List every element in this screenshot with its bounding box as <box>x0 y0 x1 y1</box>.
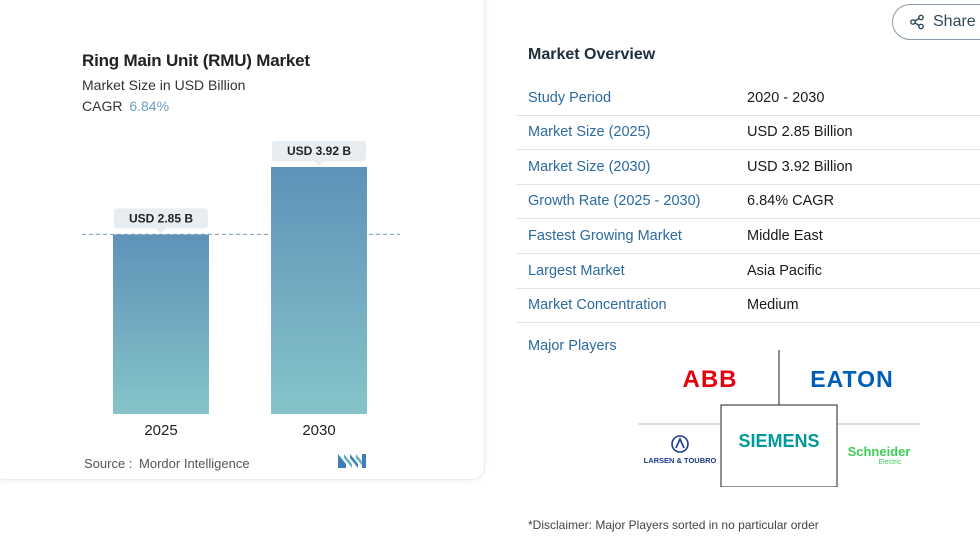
bar-2025 <box>113 234 209 414</box>
overview-row-market-concentration: Market Concentration Medium <box>516 289 980 323</box>
overview-label[interactable]: Study Period <box>528 90 612 106</box>
overview-row-study-period: Study Period 2020 - 2030 <box>516 82 980 116</box>
overview-label[interactable]: Fastest Growing Market <box>528 228 682 244</box>
lt-logo-text: LARSEN & TOUBRO <box>644 456 717 465</box>
overview-row-fastest-growing: Fastest Growing Market Middle East <box>516 220 980 254</box>
cagr-label: CAGR <box>82 98 123 114</box>
chart-subtitle: Market Size in USD Billion <box>82 77 246 93</box>
overview-label[interactable]: Market Concentration <box>528 297 667 313</box>
schneider-logo-text: Schneider <box>848 444 911 459</box>
larsen-toubro-logo: LARSEN & TOUBRO <box>644 435 717 465</box>
market-overview-title: Market Overview <box>528 46 656 63</box>
share-icon <box>910 14 924 30</box>
chart-card <box>0 0 485 480</box>
bar-chart: USD 2.85 B 2025 USD 3.92 B 2030 <box>82 141 400 439</box>
share-label: Share <box>933 13 976 30</box>
cagr-value: 6.84% <box>129 98 170 114</box>
abb-logo: ABB <box>683 366 738 393</box>
overview-value: Asia Pacific <box>747 263 822 279</box>
data-label-bg <box>114 208 208 229</box>
source-name: Mordor Intelligence <box>139 456 250 471</box>
overview-row-growth-rate: Growth Rate (2025 - 2030) 6.84% CAGR <box>516 185 980 219</box>
overview-label[interactable]: Largest Market <box>528 263 625 279</box>
schneider-sub-text: Electric <box>879 459 902 466</box>
data-label: USD 2.85 B <box>129 211 193 225</box>
overview-label[interactable]: Market Size (2030) <box>528 159 651 175</box>
overview-value: Middle East <box>747 228 823 244</box>
mordor-intelligence-logo <box>338 454 366 468</box>
overview-value: 2020 - 2030 <box>747 90 825 106</box>
bar-2030 <box>271 167 367 414</box>
overview-label[interactable]: Growth Rate (2025 - 2030) <box>528 193 701 209</box>
overview-value: USD 3.92 Billion <box>747 159 853 175</box>
overview-value: Medium <box>747 297 799 313</box>
overview-label[interactable]: Market Size (2025) <box>528 124 651 140</box>
chart-source: Source : Mordor Intelligence <box>84 456 250 471</box>
data-label: USD 3.92 B <box>287 144 351 158</box>
eaton-logo: EATON <box>810 366 893 392</box>
source-label: Source : <box>84 456 133 471</box>
major-players-label[interactable]: Major Players <box>528 338 617 354</box>
data-label-pointer <box>314 161 324 166</box>
disclaimer: *Disclaimer: Major Players sorted in no … <box>528 518 819 532</box>
data-label-pointer <box>156 228 166 234</box>
chart-title: Ring Main Unit (RMU) Market <box>82 51 310 70</box>
chart-cagr: CAGR 6.84% <box>82 98 169 114</box>
x-tick-label: 2025 <box>144 422 177 439</box>
x-tick-label: 2030 <box>302 422 335 439</box>
overview-value: 6.84% CAGR <box>747 193 835 209</box>
overview-row-market-size-2025: Market Size (2025) USD 2.85 Billion <box>516 116 980 150</box>
major-players-grid: ABB EATON SIEMENS LARSEN & TOUBRO Schnei… <box>638 350 920 487</box>
share-button[interactable]: Share <box>892 4 980 40</box>
overview-value: USD 2.85 Billion <box>747 124 853 140</box>
schneider-electric-logo: Schneider Electric <box>848 444 911 466</box>
overview-row-largest-market: Largest Market Asia Pacific <box>516 255 980 289</box>
siemens-logo: SIEMENS <box>738 431 819 451</box>
data-label-bg <box>272 141 366 161</box>
overview-row-market-size-2030: Market Size (2030) USD 3.92 Billion <box>516 151 980 185</box>
